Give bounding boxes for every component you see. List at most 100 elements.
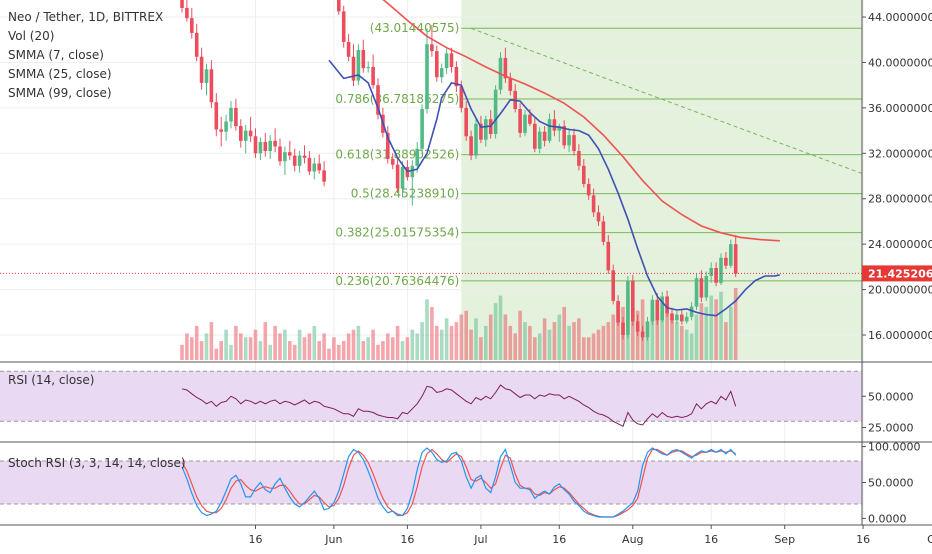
study-smma25-label[interactable]: SMMA (25, close) xyxy=(8,67,112,81)
candle-body xyxy=(484,119,488,140)
volume-bar xyxy=(288,341,292,360)
candle-body xyxy=(635,321,640,332)
volume-bar xyxy=(582,337,586,360)
volume-bar xyxy=(547,329,552,360)
fib-level-label: 0.5(28.45238910) xyxy=(351,187,460,201)
volume-bar xyxy=(714,299,718,360)
volume-bar xyxy=(366,337,370,360)
candle-body xyxy=(611,270,615,301)
time-axis-label: 16 xyxy=(400,533,414,546)
candle-body xyxy=(199,56,204,83)
candle-body xyxy=(645,321,650,338)
candle-body xyxy=(704,275,709,298)
volume-bar xyxy=(729,306,733,360)
volume-bar xyxy=(283,329,287,360)
candle-body xyxy=(410,165,415,178)
price-axis-label: 16.00000000 xyxy=(868,329,932,342)
candle-body xyxy=(253,136,258,154)
candle-body xyxy=(596,212,601,222)
candle-body xyxy=(219,129,223,132)
candle-body xyxy=(415,148,419,166)
price-axis-label: 24.00000000 xyxy=(868,238,932,251)
volume-bar xyxy=(439,329,444,360)
candle-body xyxy=(719,257,723,283)
candle-body xyxy=(689,306,694,317)
candle-body xyxy=(194,32,199,57)
stoch-pane-label[interactable]: Stoch RSI (3, 3, 14, 14, close) xyxy=(8,456,186,470)
volume-bar xyxy=(694,314,699,360)
volume-bar xyxy=(484,325,488,360)
study-smma99-label[interactable]: SMMA (99, close) xyxy=(8,86,112,100)
stoch-axis-label: 50.0000 xyxy=(868,477,914,490)
volume-bar xyxy=(493,303,498,360)
fib-level-label: 0.382(25.01575354) xyxy=(335,226,459,240)
volume-bar xyxy=(386,333,390,360)
time-axis-label: 16 xyxy=(856,533,870,546)
candle-body xyxy=(665,296,669,314)
volume-bar xyxy=(214,348,219,360)
volume-bar xyxy=(224,329,228,360)
volume-bar xyxy=(469,329,473,360)
volume-bar xyxy=(733,288,738,360)
candle-body xyxy=(361,49,366,69)
candle-body xyxy=(209,69,214,103)
chart-legend: Neo / Tether, 1D, BITTREX Vol (20) SMMA … xyxy=(8,8,163,103)
stoch-d-line xyxy=(181,448,737,518)
study-smma7-label[interactable]: SMMA (7, close) xyxy=(8,48,104,62)
candle-body xyxy=(591,195,596,213)
candle-body xyxy=(454,67,459,87)
candle-body xyxy=(190,18,194,33)
volume-bar xyxy=(586,337,591,360)
volume-bar xyxy=(562,306,566,360)
candle-body xyxy=(547,119,552,141)
rsi-pane-label[interactable]: RSI (14, close) xyxy=(8,373,95,387)
price-axis-label: 28.00000000 xyxy=(868,193,932,206)
candle-body xyxy=(729,244,733,266)
volume-bar xyxy=(243,337,248,360)
candle-body xyxy=(376,85,380,115)
rsi-band xyxy=(0,371,862,422)
stoch-band xyxy=(0,460,862,505)
volume-bar xyxy=(390,337,395,360)
volume-bar xyxy=(248,337,253,360)
volume-bar xyxy=(425,299,429,360)
price-axis-label: 44.00000000 xyxy=(868,11,932,24)
candle-body xyxy=(621,322,625,336)
price-axis-label: 40.00000000 xyxy=(868,56,932,69)
volume-bar xyxy=(474,318,478,360)
candle-body xyxy=(449,53,454,68)
volume-bar xyxy=(596,329,601,360)
candle-body xyxy=(341,11,346,43)
candle-body xyxy=(425,44,429,110)
price-axis-label: 36.00000000 xyxy=(868,102,932,115)
trend-line xyxy=(470,27,862,175)
study-volume-label[interactable]: Vol (20) xyxy=(8,29,55,43)
stoch-k-line xyxy=(181,447,737,518)
volume-bar xyxy=(415,333,419,360)
candle-body xyxy=(292,155,297,166)
candle-body xyxy=(371,67,375,86)
volume-bar xyxy=(346,333,351,360)
candle-body xyxy=(273,140,277,147)
time-axis-label: 16 xyxy=(552,533,566,546)
candle-body xyxy=(395,164,400,189)
candle-body xyxy=(317,163,321,171)
time-axis-label: Aug xyxy=(622,533,643,546)
volume-bar xyxy=(503,314,508,360)
candle-body xyxy=(307,157,312,172)
candle-body xyxy=(229,107,233,122)
smma25-line xyxy=(382,0,780,242)
candle-body xyxy=(243,130,248,141)
candle-body xyxy=(684,316,689,322)
volume-bar xyxy=(405,337,410,360)
volume-bar xyxy=(292,344,297,360)
volume-bar xyxy=(258,341,263,360)
volume-bar xyxy=(317,341,321,360)
volume-bar xyxy=(327,348,331,360)
volume-bar xyxy=(689,333,694,360)
smma7-line xyxy=(328,59,780,317)
volume-bar xyxy=(430,306,434,360)
volume-bar xyxy=(680,325,684,360)
